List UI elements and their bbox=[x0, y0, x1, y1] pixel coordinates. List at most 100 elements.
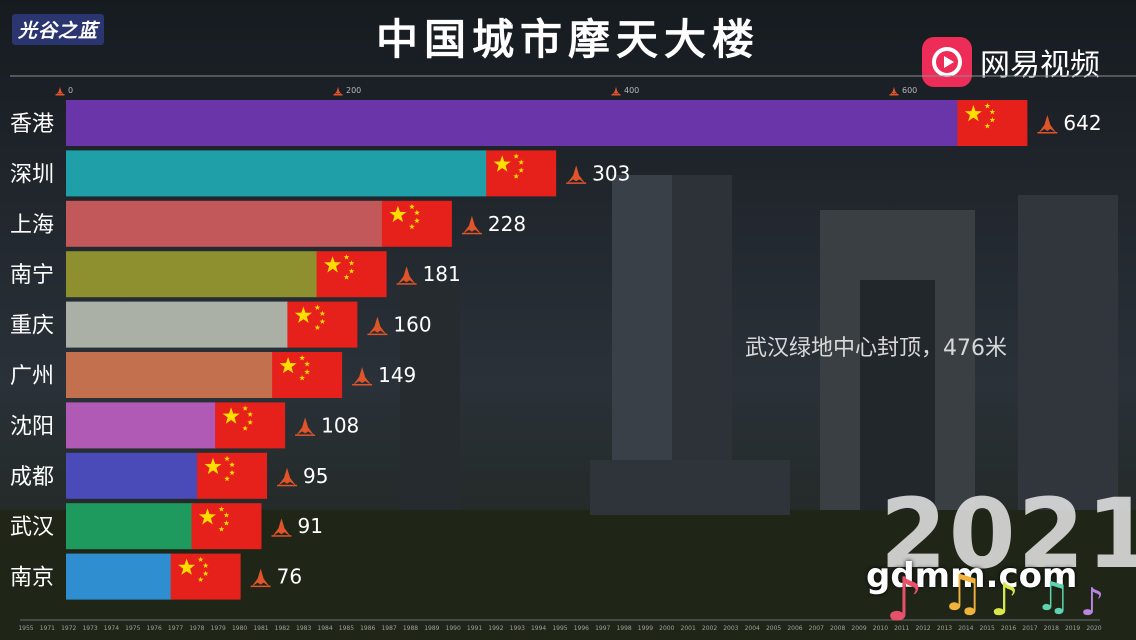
year-tick-label: 1983 bbox=[296, 625, 311, 632]
bar bbox=[66, 503, 193, 550]
value-tower-icon bbox=[271, 518, 292, 537]
year-tick-label: 1982 bbox=[275, 625, 290, 632]
year-tick-label: 1988 bbox=[403, 625, 418, 632]
flag-small-star bbox=[304, 361, 310, 367]
value-label: 91 bbox=[297, 514, 322, 538]
year-tick-label: 1986 bbox=[360, 625, 375, 632]
category-label: 南宁 bbox=[10, 263, 54, 288]
flag-small-star bbox=[518, 159, 524, 165]
year-tick-label: 2004 bbox=[745, 625, 760, 632]
svg-text:♪: ♪ bbox=[1080, 580, 1104, 624]
logo-text: 网易视频 bbox=[980, 48, 1100, 83]
value-tower-icon bbox=[250, 568, 271, 588]
year-tick-label: 1999 bbox=[638, 625, 653, 632]
flag-small-star bbox=[314, 324, 321, 330]
flag-small-star bbox=[197, 556, 204, 562]
flag-small-star bbox=[319, 310, 326, 316]
flag-small-star bbox=[299, 355, 305, 361]
value-tower-icon bbox=[295, 417, 316, 436]
category-label: 南京 bbox=[10, 566, 54, 591]
category-label: 沈阳 bbox=[10, 414, 54, 439]
category-label: 上海 bbox=[10, 213, 54, 238]
flag-small-star bbox=[229, 469, 235, 476]
category-label: 成都 bbox=[10, 465, 54, 490]
flag-small-star bbox=[414, 217, 420, 224]
value-label: 95 bbox=[303, 464, 328, 488]
year-tick-label: 1976 bbox=[147, 625, 162, 632]
year-tick-label: 1972 bbox=[61, 625, 76, 632]
year-tick-label: 2014 bbox=[958, 625, 973, 632]
value-tower-icon bbox=[461, 215, 482, 235]
flag-icon bbox=[316, 251, 387, 298]
flag-small-star bbox=[202, 570, 209, 576]
year-tick-label: 1981 bbox=[253, 625, 268, 632]
year-tick-label: 1992 bbox=[488, 625, 503, 632]
year-tick-label: 1989 bbox=[424, 625, 439, 632]
event-annotation: 武汉绿地中心封顶，476米 bbox=[745, 336, 1007, 361]
flag-small-star bbox=[348, 268, 355, 274]
flag-star bbox=[204, 457, 222, 475]
year-tick-label: 1995 bbox=[552, 625, 567, 632]
value-label: 108 bbox=[321, 413, 359, 437]
tick-tower-icon bbox=[333, 86, 343, 96]
year-tick-label: 2015 bbox=[980, 625, 995, 632]
value-tower-icon bbox=[566, 165, 587, 184]
year-tick-label: 1996 bbox=[574, 625, 589, 632]
year-tick-label: 2003 bbox=[723, 625, 738, 632]
bar bbox=[66, 352, 274, 398]
flag-star bbox=[279, 357, 297, 374]
page-title: 中国城市摩天大楼 bbox=[375, 15, 760, 64]
svg-text:♫: ♫ bbox=[1035, 574, 1071, 620]
year-tick-label: 2002 bbox=[702, 625, 717, 632]
x-tick-label: 600 bbox=[902, 86, 917, 95]
value-label: 642 bbox=[1063, 111, 1101, 135]
year-tick-label: 1980 bbox=[232, 625, 247, 632]
flag-small-star bbox=[409, 223, 415, 230]
flag-small-star bbox=[409, 203, 415, 210]
flag-small-star bbox=[224, 455, 230, 462]
flag-small-star bbox=[247, 419, 253, 425]
flag-star bbox=[493, 155, 511, 172]
bar bbox=[66, 301, 289, 348]
flag-small-star bbox=[984, 103, 991, 109]
flag-small-star bbox=[218, 506, 225, 512]
value-label: 181 bbox=[423, 262, 461, 286]
flag-small-star bbox=[218, 526, 225, 532]
year-tick-label: 2012 bbox=[915, 625, 930, 632]
value-tower-icon bbox=[396, 266, 417, 285]
year-tick-label: 1973 bbox=[82, 625, 97, 632]
bar bbox=[66, 150, 488, 197]
bar bbox=[66, 100, 959, 146]
flag-star bbox=[294, 306, 312, 323]
flag-small-star bbox=[414, 209, 420, 216]
flag-star bbox=[222, 407, 240, 424]
year-tick-label: 1998 bbox=[616, 625, 631, 632]
flag-star bbox=[389, 205, 407, 223]
year-tick-label: 1977 bbox=[168, 625, 183, 632]
flag-small-star bbox=[242, 405, 248, 411]
bar bbox=[66, 452, 199, 499]
flag-small-star bbox=[229, 461, 235, 468]
category-label: 香港 bbox=[10, 112, 54, 137]
year-tick-label: 1978 bbox=[189, 625, 204, 632]
flag-small-star bbox=[299, 375, 305, 381]
bar bbox=[66, 200, 383, 247]
year-tick-label: 2013 bbox=[937, 625, 952, 632]
value-label: 76 bbox=[277, 565, 302, 589]
flag-small-star bbox=[513, 173, 519, 179]
value-tower-icon bbox=[352, 367, 373, 386]
year-tick-label: 1974 bbox=[104, 625, 119, 632]
flag-icon bbox=[170, 553, 241, 600]
tick-tower-icon bbox=[55, 86, 65, 96]
year-tick-label: 2017 bbox=[1022, 625, 1037, 632]
year-tick-label: 2011 bbox=[894, 625, 909, 632]
year-tick-label: 1955 bbox=[18, 625, 33, 632]
watermark: gdmm.com bbox=[866, 556, 1078, 596]
svg-text:♪: ♪ bbox=[885, 565, 923, 635]
flag-star bbox=[178, 558, 196, 575]
year-tick-label: 1994 bbox=[531, 625, 546, 632]
year-tick-label: 1987 bbox=[381, 625, 396, 632]
value-label: 149 bbox=[378, 363, 416, 387]
x-tick-label: 0 bbox=[68, 86, 73, 95]
